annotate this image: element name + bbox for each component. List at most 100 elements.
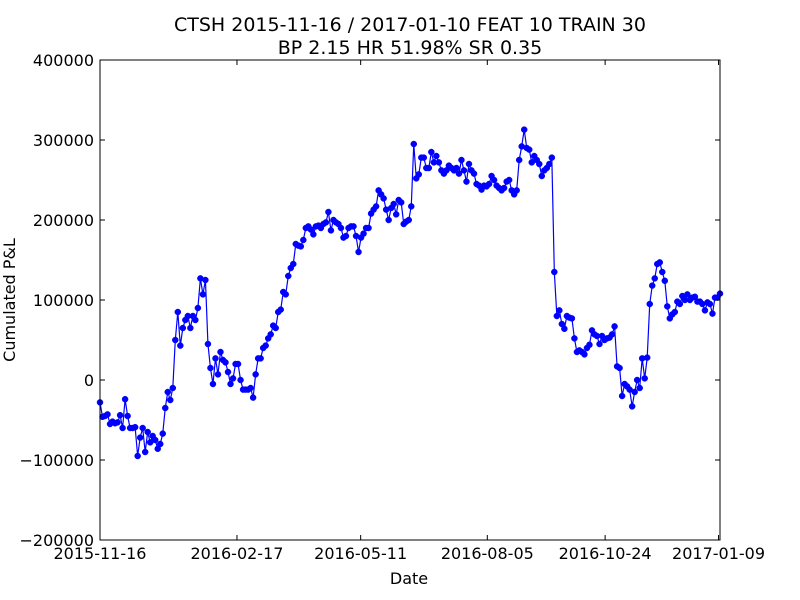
data-point bbox=[121, 395, 129, 403]
data-point bbox=[337, 224, 345, 232]
data-point bbox=[164, 388, 172, 396]
data-point bbox=[192, 316, 199, 324]
data-point bbox=[104, 411, 111, 418]
data-point bbox=[169, 384, 177, 392]
data-point bbox=[581, 351, 588, 358]
x-tick-label: 2016-08-05 bbox=[441, 544, 534, 563]
data-point bbox=[420, 154, 428, 161]
data-point bbox=[463, 178, 470, 185]
data-point bbox=[234, 360, 242, 368]
data-point bbox=[217, 348, 224, 356]
data-point bbox=[633, 376, 641, 384]
data-point bbox=[706, 300, 714, 308]
data-point bbox=[167, 396, 174, 404]
data-point bbox=[661, 277, 669, 285]
data-point bbox=[460, 167, 468, 174]
data-point bbox=[551, 268, 558, 276]
data-point bbox=[252, 371, 259, 378]
data-point bbox=[237, 376, 244, 384]
y-tick-label: −100000 bbox=[20, 451, 94, 470]
chart-subtitle: BP 2.15 HR 51.98% SR 0.35 bbox=[278, 37, 543, 59]
data-point bbox=[433, 152, 440, 160]
x-axis-label: Date bbox=[390, 569, 428, 588]
data-point bbox=[651, 275, 658, 282]
data-point bbox=[408, 203, 415, 210]
data-point bbox=[701, 307, 709, 314]
data-point bbox=[141, 448, 149, 456]
data-point bbox=[177, 342, 184, 349]
data-point bbox=[172, 336, 179, 344]
data-point bbox=[272, 324, 279, 332]
data-point bbox=[179, 324, 187, 332]
data-point bbox=[187, 324, 194, 332]
data-point bbox=[628, 403, 636, 410]
data-point bbox=[214, 371, 222, 378]
data-point bbox=[568, 315, 576, 322]
data-point bbox=[536, 160, 543, 168]
y-tick-label: 400000 bbox=[33, 51, 94, 70]
data-point bbox=[425, 164, 433, 172]
data-point bbox=[229, 375, 237, 382]
data-point bbox=[267, 331, 274, 338]
data-point bbox=[618, 392, 626, 400]
x-tick-label: 2016-02-17 bbox=[190, 544, 283, 563]
data-point bbox=[428, 148, 435, 156]
y-tick-label: 100000 bbox=[33, 291, 94, 310]
data-point bbox=[648, 282, 656, 289]
data-point bbox=[646, 300, 653, 308]
data-point bbox=[392, 211, 400, 218]
data-point bbox=[485, 180, 493, 188]
axes bbox=[99, 59, 721, 541]
data-point bbox=[505, 176, 513, 184]
data-point bbox=[631, 388, 638, 396]
data-point bbox=[397, 199, 405, 206]
data-point bbox=[310, 231, 317, 238]
data-point bbox=[212, 355, 219, 362]
data-point bbox=[380, 195, 387, 202]
data-point bbox=[410, 140, 418, 148]
data-point bbox=[561, 325, 568, 333]
data-point bbox=[136, 434, 144, 441]
data-point bbox=[327, 227, 335, 234]
data-point bbox=[671, 308, 679, 316]
data-point bbox=[322, 219, 330, 226]
data-point bbox=[262, 342, 269, 349]
data-point bbox=[134, 452, 141, 460]
data-point bbox=[282, 291, 289, 298]
data-point bbox=[611, 323, 618, 330]
data-point bbox=[247, 384, 254, 392]
data-point bbox=[556, 307, 563, 314]
data-point bbox=[455, 170, 463, 177]
x-tick-label: 2015-11-16 bbox=[54, 544, 147, 563]
data-point bbox=[520, 126, 528, 133]
data-point bbox=[548, 154, 556, 161]
data-point bbox=[159, 430, 166, 437]
data-point bbox=[636, 384, 643, 392]
data-point bbox=[656, 259, 664, 266]
data-point bbox=[500, 184, 508, 192]
data-point bbox=[405, 216, 412, 224]
data-point bbox=[207, 364, 214, 372]
data-point bbox=[227, 380, 234, 388]
y-tick-label: 0 bbox=[84, 371, 94, 390]
data-point bbox=[342, 232, 350, 240]
data-point bbox=[162, 404, 169, 412]
data-point bbox=[297, 243, 305, 250]
data-point bbox=[684, 291, 691, 298]
y-tick-label: 200000 bbox=[33, 211, 94, 230]
data-point bbox=[490, 176, 498, 184]
data-point bbox=[257, 355, 264, 362]
data-point bbox=[659, 268, 666, 276]
data-point bbox=[325, 208, 332, 216]
data-point bbox=[350, 223, 357, 230]
data-point bbox=[124, 412, 131, 420]
data-point bbox=[156, 440, 164, 448]
data-point bbox=[209, 380, 217, 388]
data-point bbox=[151, 436, 159, 444]
data-point bbox=[513, 187, 520, 194]
data-point bbox=[114, 419, 121, 426]
data-point bbox=[360, 230, 367, 237]
data-point bbox=[385, 216, 392, 224]
y-tick-label: 300000 bbox=[33, 131, 94, 150]
